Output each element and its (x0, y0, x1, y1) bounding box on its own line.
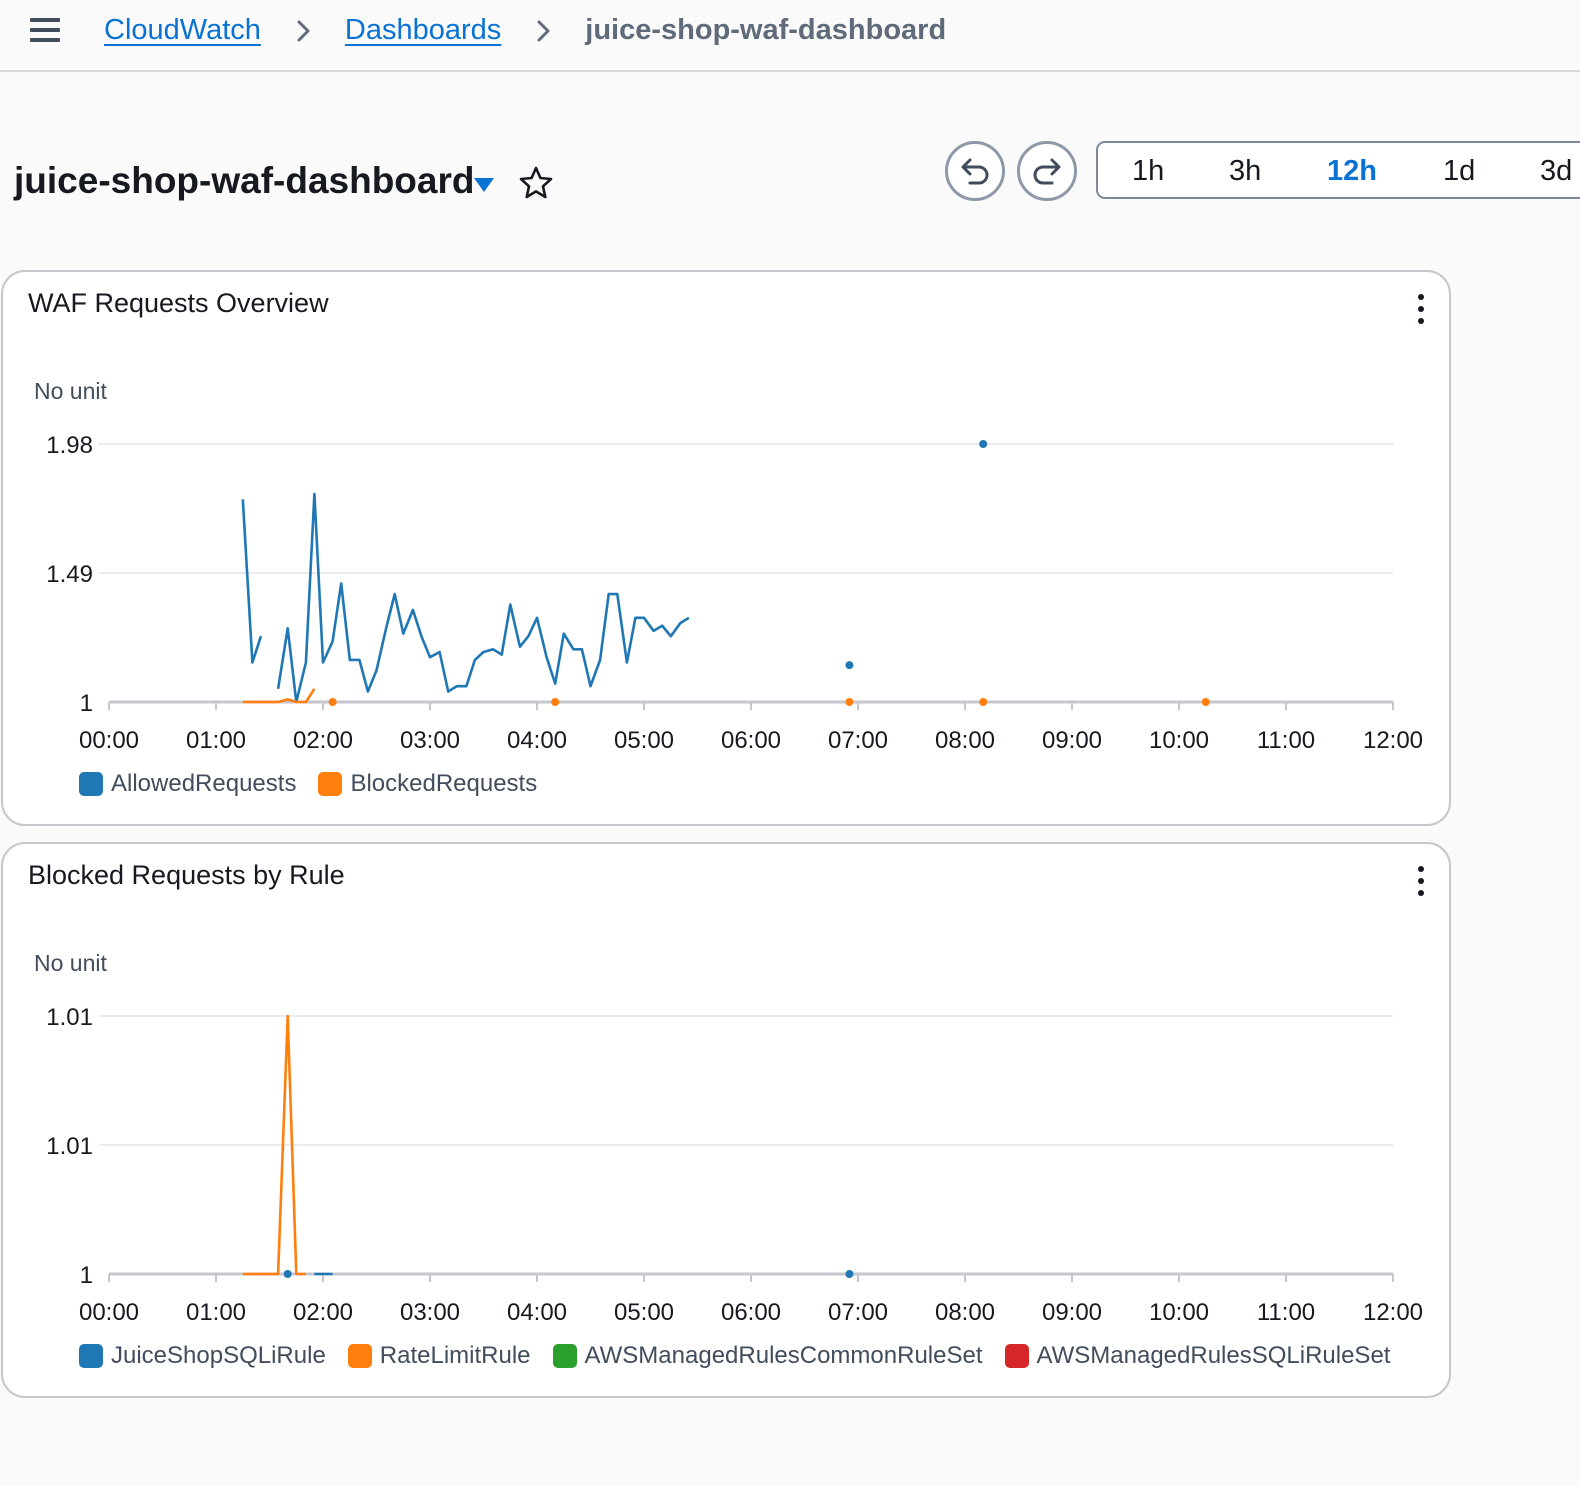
widget-waf-requests-overview: WAF Requests Overview No unit 1 1.49 1.98 0… (1, 270, 1451, 826)
data-point-blockedrequests[interactable] (551, 698, 560, 706)
x-tick-label: 09:00 (1042, 1299, 1102, 1326)
widget-title: WAF Requests Overview (28, 288, 329, 318)
legend-label: AWSManagedRulesCommonRuleSet (584, 1342, 983, 1369)
data-point-juiceshopsqlirule[interactable] (283, 1270, 292, 1278)
x-tick-label: 03:00 (400, 1299, 460, 1326)
legend-label: AWSManagedRulesSQLiRuleSet (1036, 1342, 1391, 1369)
x-tick-label: 11:00 (1257, 727, 1315, 754)
x-tick-label: 09:00 (1042, 727, 1102, 754)
legend-item-awsmanagedrulescommonruleset[interactable]: AWSManagedRulesCommonRuleSet (552, 1342, 983, 1370)
chevron-right-icon (531, 18, 555, 42)
x-tick-label: 07:00 (828, 727, 888, 754)
undo-button[interactable] (945, 141, 1005, 201)
x-tick-label: 10:00 (1149, 1299, 1209, 1326)
menu-icon[interactable] (30, 18, 60, 42)
y-tick-label: 1 (80, 1262, 93, 1289)
star-icon[interactable] (518, 165, 554, 201)
x-tick-label: 12:00 (1363, 1299, 1423, 1326)
time-range-1h[interactable]: 1h (1132, 155, 1165, 187)
y-tick-label: 1 (80, 690, 93, 717)
series-line-allowedrequests[interactable] (276, 492, 690, 704)
x-tick-label: 06:00 (721, 727, 781, 754)
x-tick-label: 02:00 (293, 727, 353, 754)
y-axis-unit: No unit (34, 950, 107, 976)
x-tick-label: 00:00 (79, 727, 139, 754)
chart-legend: JuiceShopSQLiRule RateLimitRule AWSManag… (79, 1342, 1412, 1370)
x-tick-label: 05:00 (614, 727, 674, 754)
more-vertical-icon[interactable] (1411, 866, 1431, 898)
time-range-3h[interactable]: 3h (1229, 155, 1262, 187)
time-range-selector: 1h 3h 12h 1d 3d (1096, 141, 1580, 199)
x-tick-label: 05:00 (614, 1299, 674, 1326)
data-point-blockedrequests[interactable] (328, 698, 337, 706)
legend-swatch (1004, 1344, 1029, 1368)
x-tick-label: 12:00 (1363, 727, 1423, 754)
time-range-1d[interactable]: 1d (1443, 155, 1476, 187)
x-tick-label: 11:00 (1257, 1299, 1315, 1326)
breadcrumb-current-page: juice-shop-waf-dashboard (585, 13, 947, 46)
top-navigation-bar: CloudWatch Dashboards juice-shop-waf-das… (0, 0, 1580, 72)
widget-blocked-requests-by-rule: Blocked Requests by Rule No unit 1 1.01 1.… (1, 842, 1451, 1398)
undo-icon (961, 158, 989, 185)
series-line-allowedrequests[interactable] (241, 499, 263, 664)
legend-item-awsmanagedrulessqliruleset[interactable]: AWSManagedRulesSQLiRuleSet (1004, 1342, 1391, 1370)
legend-label: BlockedRequests (350, 770, 538, 797)
y-tick-label: 1.98 (46, 432, 93, 459)
data-point-blockedrequests[interactable] (979, 698, 988, 706)
series-line-blockedrequests[interactable] (242, 688, 316, 704)
more-vertical-icon[interactable] (1411, 294, 1431, 326)
legend-item-juiceshopsqlirule[interactable]: JuiceShopSQLiRule (79, 1342, 326, 1370)
x-tick-label: 08:00 (935, 727, 995, 754)
y-tick-label: 1.49 (46, 561, 93, 588)
x-tick-label: 04:00 (507, 1299, 567, 1326)
blocked-by-rule-chart: 1 1.01 1.01 00:00 01:00 02:00 03:00 04:00 05:00 0… (46, 1004, 1423, 1326)
caret-down-icon[interactable] (472, 175, 496, 195)
x-tick-label: 01:00 (186, 727, 246, 754)
legend-item-blockedrequests[interactable]: BlockedRequests (318, 770, 537, 798)
x-tick-label: 04:00 (507, 727, 567, 754)
data-point-allowedrequests[interactable] (845, 661, 854, 670)
y-tick-label: 1.01 (46, 1004, 93, 1031)
redo-icon (1033, 158, 1061, 185)
x-tick-label: 00:00 (79, 1299, 139, 1326)
data-point-allowedrequests[interactable] (979, 440, 988, 448)
time-range-3d[interactable]: 3d (1540, 155, 1573, 187)
time-range-12h[interactable]: 12h (1327, 155, 1377, 187)
data-point-blockedrequests[interactable] (845, 698, 854, 706)
legend-swatch (79, 772, 103, 796)
legend-item-ratelimitrule[interactable]: RateLimitRule (347, 1342, 531, 1370)
x-tick-label: 08:00 (935, 1299, 995, 1326)
redo-button[interactable] (1017, 141, 1077, 201)
widget-title: Blocked Requests by Rule (28, 860, 345, 890)
data-point-blockedrequests[interactable] (1201, 698, 1210, 706)
breadcrumb-dashboards-link[interactable]: Dashboards (344, 13, 502, 46)
legend-swatch (347, 1344, 372, 1368)
x-tick-label: 01:00 (186, 1299, 246, 1326)
legend-item-allowedrequests[interactable]: AllowedRequests (79, 770, 296, 798)
legend-swatch (79, 1344, 103, 1368)
legend-label: JuiceShopSQLiRule (111, 1342, 326, 1369)
x-tick-label: 06:00 (721, 1299, 781, 1326)
legend-swatch (318, 772, 343, 796)
chart-legend: AllowedRequests BlockedRequests (79, 770, 559, 798)
chevron-right-icon (291, 18, 315, 42)
legend-label: AllowedRequests (111, 770, 297, 797)
x-tick-label: 07:00 (828, 1299, 888, 1326)
x-tick-label: 02:00 (293, 1299, 353, 1326)
waf-requests-chart: 1 1.49 1.98 00:00 01:00 02:00 03:00 04:00 05:00 0… (46, 432, 1423, 754)
y-tick-label: 1.01 (46, 1133, 93, 1160)
data-point-juiceshopsqlirule[interactable] (845, 1270, 854, 1278)
x-tick-label: 03:00 (400, 727, 460, 754)
breadcrumb: CloudWatch Dashboards juice-shop-waf-das… (104, 10, 946, 50)
y-axis-unit: No unit (34, 378, 107, 404)
x-tick-label: 10:00 (1149, 727, 1209, 754)
series-line-ratelimitrule[interactable] (242, 1014, 306, 1276)
legend-label: RateLimitRule (379, 1342, 531, 1369)
dashboard-title: juice-shop-waf-dashboard (14, 160, 475, 201)
legend-swatch (552, 1344, 577, 1368)
breadcrumb-cloudwatch-link[interactable]: CloudWatch (104, 13, 261, 46)
